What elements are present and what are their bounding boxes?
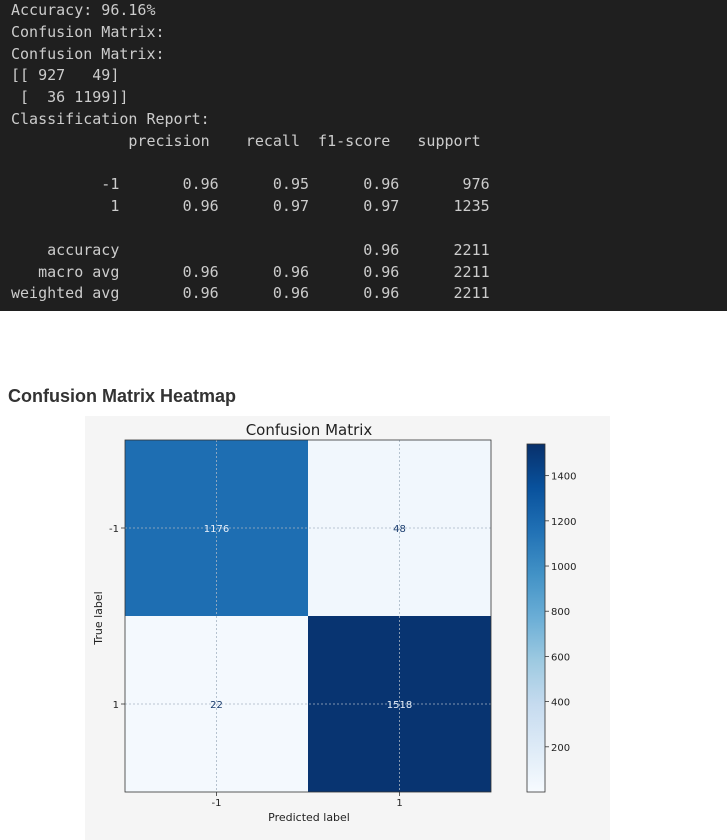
section-heading: Confusion Matrix Heatmap (8, 386, 237, 406)
cell-value-label: 1518 (387, 700, 412, 711)
colorbar-tick-label: 200 (551, 743, 570, 754)
y-tick-label: -1 (109, 524, 119, 535)
colorbar (526, 443, 546, 793)
colorbar-tick-label: 1200 (551, 517, 576, 528)
confusion-matrix-heatmap: Confusion Matrix 1176 48 22 1518 -1 1 -1 1 Pre… (92, 421, 576, 824)
y-axis-label: True label (92, 591, 105, 645)
x-axis-label: Predicted label (268, 811, 350, 824)
console-output-text: Accuracy: 96.16% Confusion Matrix: Confu… (11, 1, 490, 303)
chart-title: Confusion Matrix (246, 421, 373, 439)
x-tick-label: -1 (212, 798, 222, 809)
colorbar-tick-label: 800 (551, 607, 570, 618)
colorbar-tick-label: 1400 (551, 472, 576, 483)
colorbar-tick-label: 400 (551, 698, 570, 709)
x-tick-label: 1 (396, 798, 402, 809)
colorbar-tick-label: 600 (551, 652, 570, 663)
output-console: Accuracy: 96.16% Confusion Matrix: Confu… (0, 0, 727, 311)
y-tick-label: 1 (113, 700, 119, 711)
cell-value-label: 1176 (204, 524, 229, 535)
cell-value-label: 48 (393, 524, 406, 535)
confusion-matrix-figure: Confusion Matrix 1176 48 22 1518 -1 1 -1 1 Pre… (85, 416, 610, 840)
colorbar-tick-label: 1000 (551, 562, 576, 573)
cell-value-label: 22 (210, 700, 223, 711)
plot-frame (124, 439, 492, 793)
